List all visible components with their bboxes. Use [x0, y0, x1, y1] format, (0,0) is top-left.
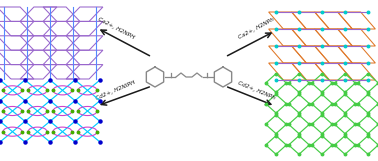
Text: Ca2+, H2NPH: Ca2+, H2NPH [97, 17, 135, 40]
Text: Cd2+, H2NPh: Cd2+, H2NPh [237, 81, 276, 101]
Text: Cd2+, H2NIPH: Cd2+, H2NIPH [96, 80, 136, 101]
Text: Ca2+, H2NPh: Ca2+, H2NPh [237, 17, 275, 40]
